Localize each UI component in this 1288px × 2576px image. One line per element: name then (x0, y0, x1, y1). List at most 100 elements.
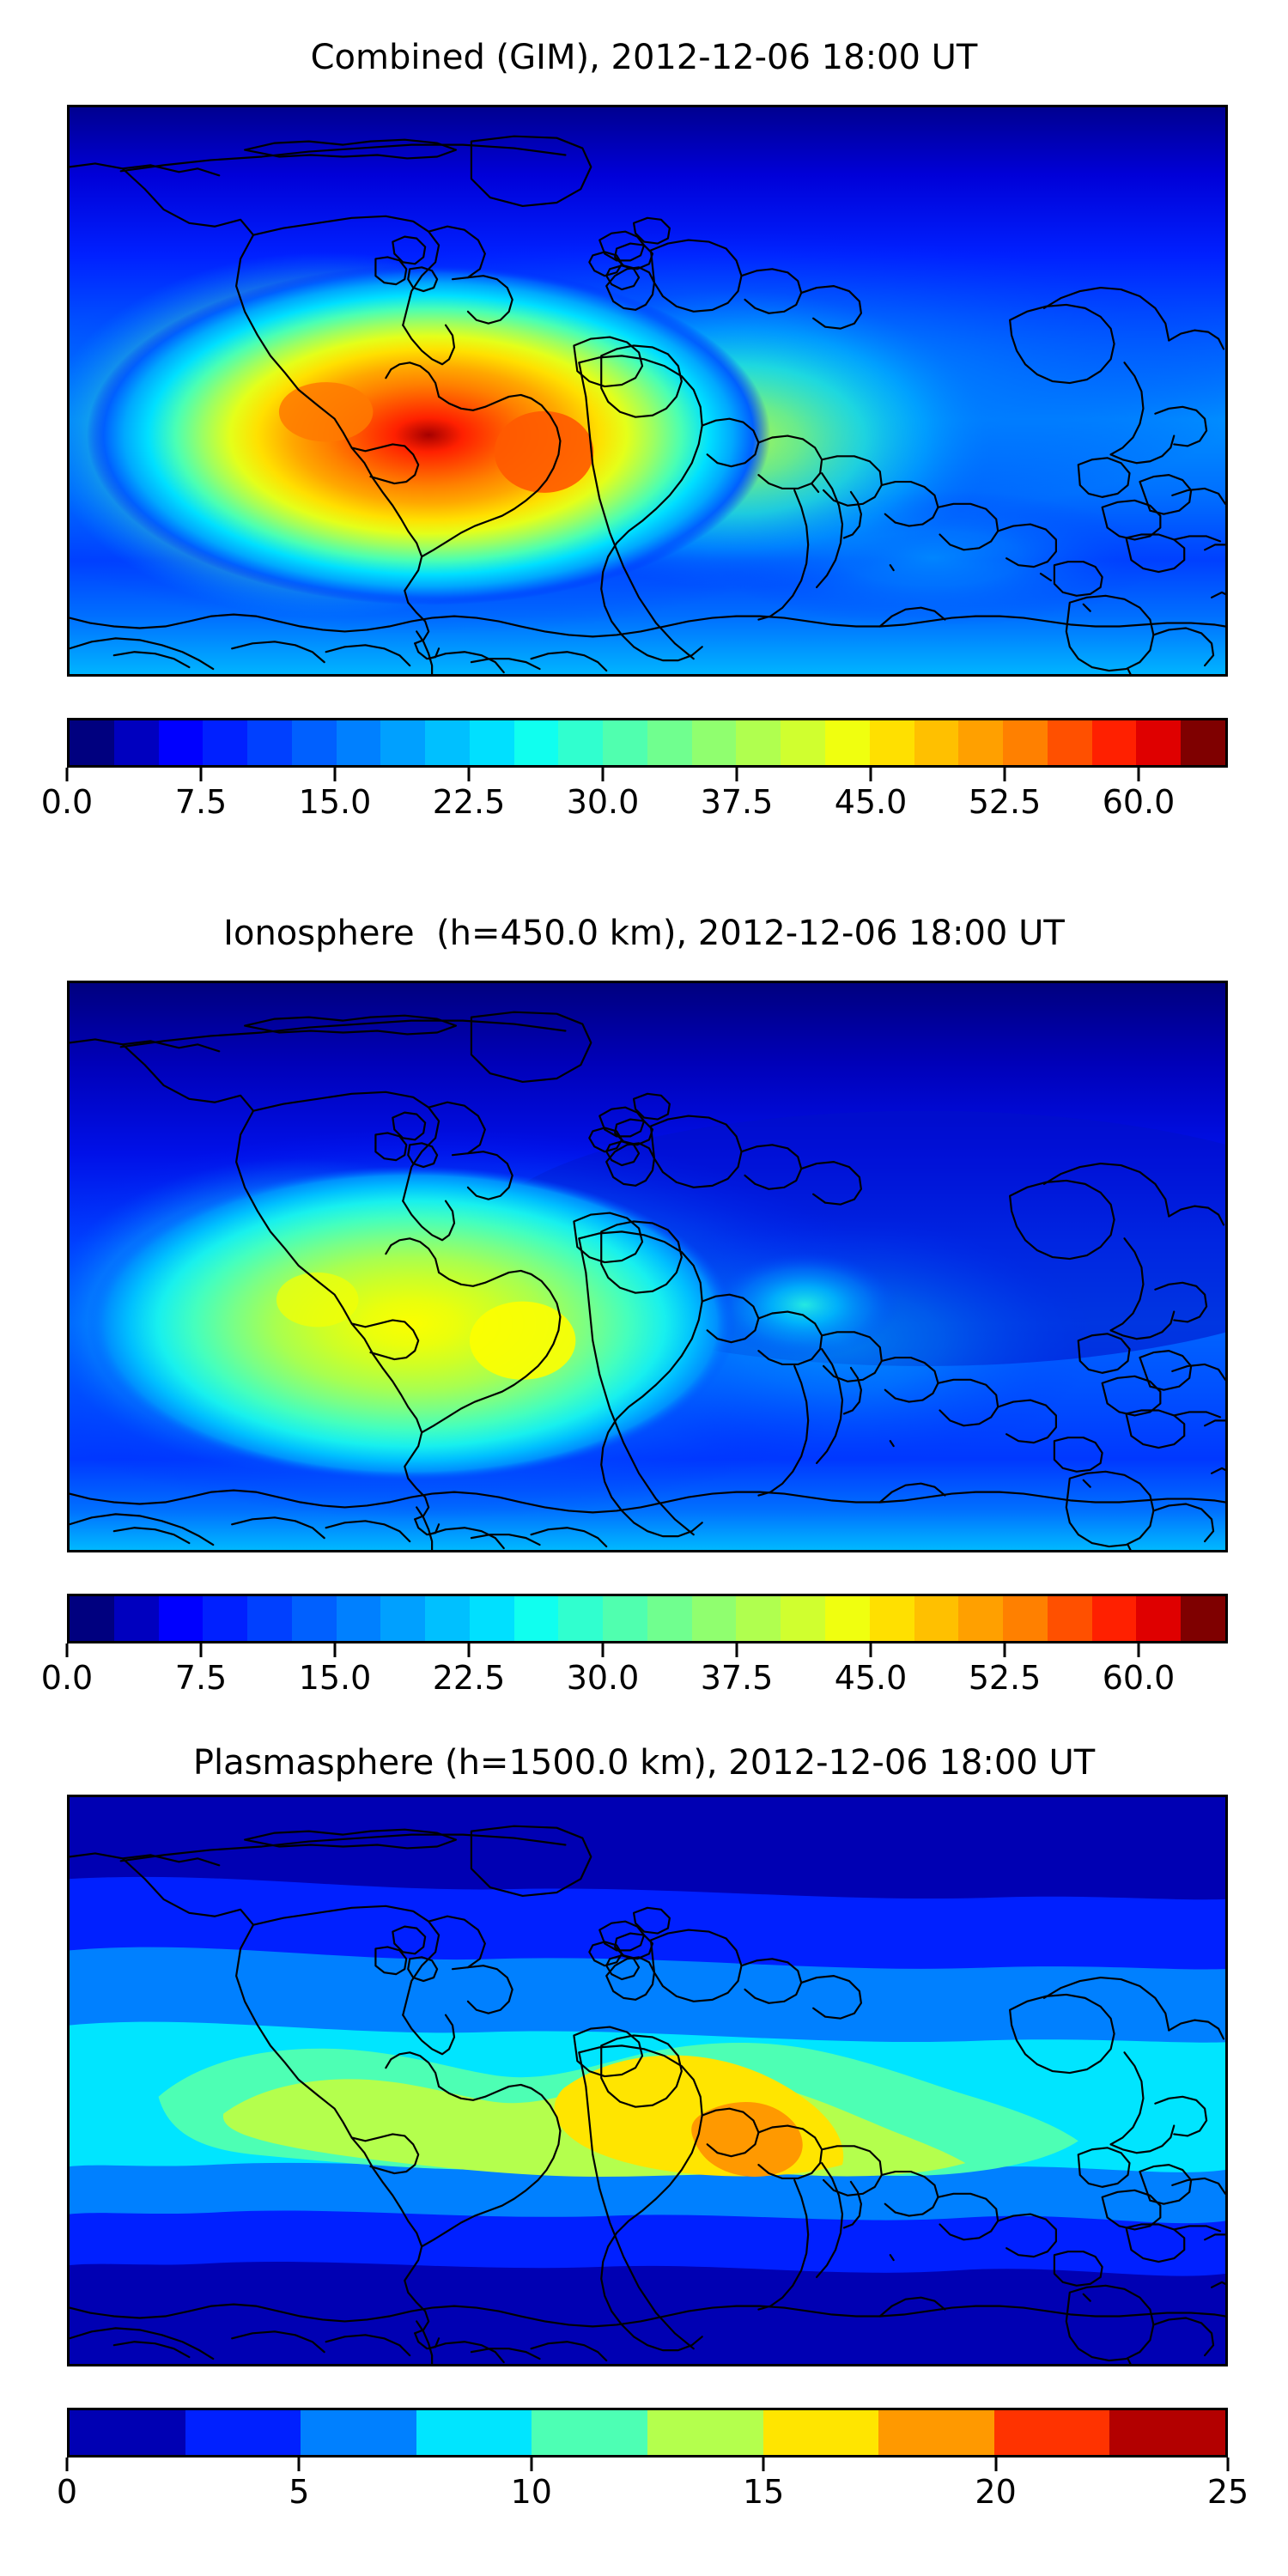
colorbar-segment (869, 1596, 914, 1641)
colorbar-tick-mark (1137, 768, 1140, 781)
colorbar-segment (158, 1596, 204, 1641)
colorbar-tick-mark (1003, 768, 1006, 781)
colorbar-tick-mark (1226, 2458, 1230, 2471)
colorbar-segment (1181, 1596, 1225, 1641)
colorbar-ionosphere[interactable]: 0.0 7.5 15.0 22.5 30.0 37.5 45.0 52.5 60.0 (41, 1594, 1228, 1698)
colorbar-tick-label: 37.5 (700, 783, 774, 821)
colorbar-tick-mark (869, 1643, 872, 1657)
coastlines-layer-ionosphere (70, 1011, 1225, 1550)
colorbar-tick-label: 22.5 (432, 783, 506, 821)
colorbar-strip-plasmasphere[interactable] (67, 2408, 1228, 2458)
colorbar-segment (1091, 1596, 1137, 1641)
colorbar-tick-mark (65, 2458, 69, 2471)
colorbar-tick-label: 52.5 (968, 1659, 1042, 1697)
map-axes-combined-gim[interactable] (67, 105, 1228, 677)
colorbar-tick-mark (199, 1643, 203, 1657)
colorbar-tick-label: 15.0 (298, 783, 372, 821)
colorbar-segment (869, 720, 914, 765)
coastlines-layer-plasmasphere (70, 1825, 1225, 2364)
colorbar-tick-mark (333, 768, 337, 781)
map-axes-ionosphere[interactable] (67, 981, 1228, 1552)
colorbar-segment (878, 2410, 994, 2455)
colorbar-tick-mark (1003, 1643, 1006, 1657)
colorbar-segment (603, 1596, 647, 1641)
colorbar-segment (425, 720, 470, 765)
colorbar-tick-mark (297, 2458, 301, 2471)
colorbar-segment (914, 720, 959, 765)
colorbar-tick-label: 22.5 (432, 1659, 506, 1697)
colorbar-segment (691, 1596, 737, 1641)
colorbar-combined-gim[interactable]: 0.0 7.5 15.0 22.5 30.0 37.5 45.0 52.5 60.0 (41, 718, 1228, 823)
colorbar-segment (914, 1596, 959, 1641)
colorbar-segment (1047, 720, 1092, 765)
colorbar-tick-mark (735, 1643, 738, 1657)
map-axes-plasmasphere[interactable] (67, 1795, 1228, 2366)
colorbar-segment (203, 720, 248, 765)
colorbar-segment (425, 1596, 470, 1641)
colorbar-segment (762, 2410, 879, 2455)
colorbar-tick-mark (601, 768, 605, 781)
colorbar-segment (1003, 1596, 1048, 1641)
colorbar-tick-label: 25 (1206, 2473, 1249, 2511)
colorbar-tick-label: 5 (289, 2473, 310, 2511)
colorbar-tick-label: 0 (56, 2473, 78, 2511)
colorbar-segment (1181, 720, 1225, 765)
colorbar-strip-combined-gim[interactable] (67, 718, 1228, 768)
colorbar-tick-label: 60.0 (1102, 783, 1176, 821)
colorbar-ticks-combined-gim (65, 768, 1228, 783)
colorbar-strip-ionosphere[interactable] (67, 1594, 1228, 1643)
colorbar-segment (247, 720, 292, 765)
colorbar-tick-mark (601, 1643, 605, 1657)
colorbar-tick-label: 7.5 (174, 1659, 228, 1697)
colorbar-segment (736, 720, 781, 765)
colorbar-segment (336, 720, 381, 765)
panel-title-ionosphere: Ionosphere (h=450.0 km), 2012-12-06 18:0… (223, 914, 1065, 953)
colorbar-segment (513, 720, 559, 765)
contour-bands-plasmasphere (70, 1797, 1225, 2364)
colorbar-segment (691, 720, 737, 765)
colorbar-tick-label: 60.0 (1102, 1659, 1176, 1697)
colorbar-segment (736, 1596, 781, 1641)
panel-ionosphere: Ionosphere (h=450.0 km), 2012-12-06 18:0… (0, 876, 1288, 1743)
colorbar-tick-label: 0.0 (40, 1659, 94, 1697)
colorbar-ticks-ionosphere (65, 1643, 1228, 1659)
colorbar-segment (113, 720, 159, 765)
coastlines-layer-combined-gim (70, 135, 1225, 674)
colorbar-segment (380, 1596, 426, 1641)
map-canvas-plasmasphere (70, 1797, 1225, 2364)
panel-combined-gim: Combined (GIM), 2012-12-06 18:00 UT (0, 0, 1288, 867)
colorbar-segment (1136, 720, 1182, 765)
colorbar-segment (781, 720, 826, 765)
panel-title-combined-gim: Combined (GIM), 2012-12-06 18:00 UT (310, 38, 978, 77)
colorbar-tick-mark (199, 768, 203, 781)
colorbar-segment (825, 1596, 870, 1641)
colorbar-tick-label: 10 (510, 2473, 552, 2511)
colorbar-plasmasphere[interactable]: 0 5 10 15 20 25 (57, 2408, 1249, 2512)
colorbar-segment (781, 1596, 826, 1641)
colorbar-tick-label: 15 (743, 2473, 785, 2511)
colorbar-segment (70, 720, 114, 765)
colorbar-tick-mark (65, 768, 69, 781)
colorbar-segment (532, 2410, 647, 2455)
colorbar-segment (247, 1596, 292, 1641)
colorbar-segment (1136, 1596, 1182, 1641)
colorbar-segment (513, 1596, 559, 1641)
colorbar-segment (380, 720, 426, 765)
colorbar-labels-combined-gim: 0.0 7.5 15.0 22.5 30.0 37.5 45.0 52.5 60.0 (41, 783, 1228, 823)
colorbar-tick-mark (994, 2458, 998, 2471)
colorbar-segment (416, 2410, 532, 2455)
map-canvas-ionosphere (70, 983, 1225, 1550)
colorbar-tick-mark (65, 1643, 69, 1657)
colorbar-segment (1091, 720, 1137, 765)
colorbar-tick-label: 20 (975, 2473, 1017, 2511)
colorbar-segment (158, 720, 204, 765)
colorbar-segment (958, 1596, 1004, 1641)
colorbar-segment (469, 1596, 514, 1641)
colorbar-segment (558, 1596, 604, 1641)
colorbar-segment (203, 1596, 248, 1641)
colorbar-segment (993, 2410, 1110, 2455)
colorbar-tick-mark (869, 768, 872, 781)
colorbar-tick-label: 15.0 (298, 1659, 372, 1697)
panel-title-plasmasphere: Plasmasphere (h=1500.0 km), 2012-12-06 1… (192, 1743, 1096, 1783)
colorbar-tick-mark (735, 768, 738, 781)
